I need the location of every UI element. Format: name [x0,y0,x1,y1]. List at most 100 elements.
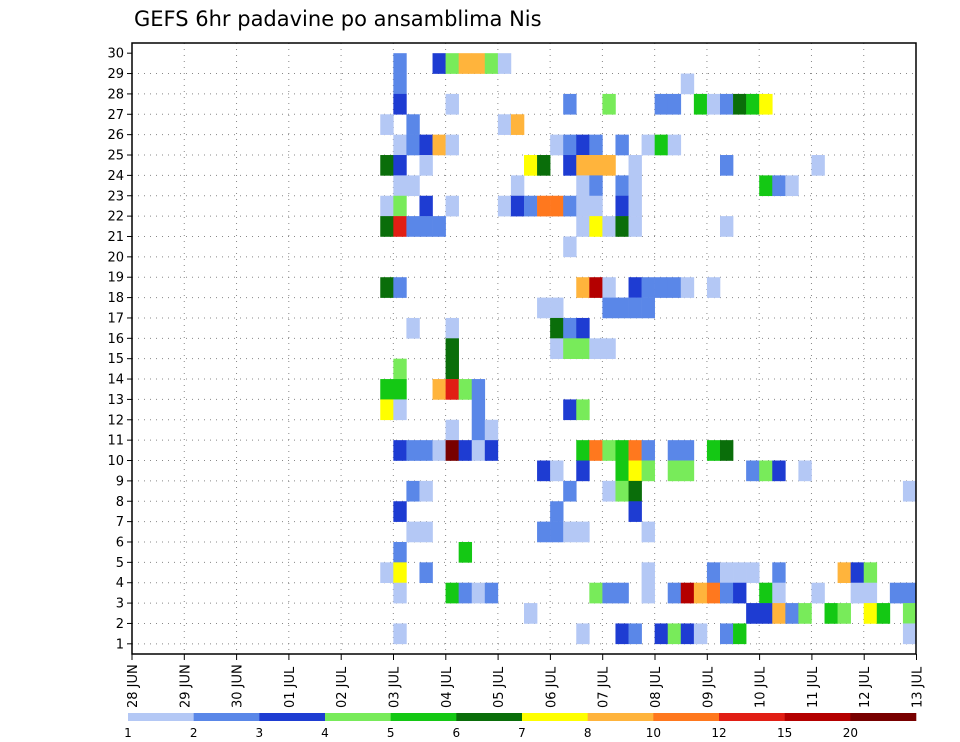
heatmap-cell [445,358,459,380]
heatmap-cell [667,134,682,156]
heatmap-cell [393,562,407,584]
heatmap-cell [406,114,420,135]
heatmap-cell [393,134,407,156]
heatmap-cell [497,195,512,217]
heatmap-cell [510,195,525,217]
heatmap-cell [706,440,721,461]
colorbar-segment [259,713,326,721]
heatmap-cell [445,338,459,359]
heatmap-cell [576,460,590,482]
heatmap-cell [837,603,851,624]
heatmap-cell [471,440,486,461]
heatmap-cell [563,317,577,339]
colorbar-segment [719,713,785,721]
heatmap-cell [524,195,538,217]
heatmap-cell [902,623,917,645]
heatmap-cell [746,93,760,115]
heatmap-cell [746,603,760,624]
colorbar-label: 3 [256,726,264,740]
heatmap-cell [458,53,473,74]
heatmap-cell [837,562,851,584]
heatmap-cell [550,521,564,543]
heatmap-cell [759,460,773,482]
heatmap-cell [393,175,407,197]
colorbar-segment [325,713,391,721]
y-tick-label: 27 [107,108,124,123]
heatmap-cell [693,623,708,645]
heatmap-cell [602,440,616,461]
heatmap-cell [628,216,642,237]
heatmap-cell [798,603,812,624]
heatmap-cell [550,195,564,217]
heatmap-cell [706,93,721,115]
heatmap-cell [393,541,407,563]
heatmap-cell [589,582,603,604]
heatmap-cell [524,155,538,176]
heatmap-cell [432,216,446,237]
heatmap-cell [393,399,407,421]
heatmap-cell [772,582,786,604]
heatmap-cell [576,277,590,298]
heatmap-cell [589,175,603,197]
y-tick-label: 5 [116,556,124,571]
x-tick-label: 04 JUL [440,666,455,708]
y-tick-label: 17 [107,311,124,326]
heatmap-cell [576,134,590,156]
heatmap-cell [641,277,655,298]
colorbar-label: 4 [321,726,329,740]
heatmap-cell [406,175,420,197]
heatmap-cell [798,460,812,482]
heatmap-cell [576,399,590,421]
heatmap-cell [641,582,655,604]
heatmap-cell [615,297,629,319]
x-tick-label: 12 JUL [858,666,873,708]
heatmap-cell [393,73,407,95]
heatmap-cell [720,93,734,115]
heatmap-cell [733,562,747,584]
heatmap-cell [445,134,459,156]
heatmap-cell [628,501,642,522]
heatmap-cell [720,440,734,461]
y-tick-label: 24 [107,169,124,184]
heatmap-cell [720,623,734,645]
heatmap-cell [537,521,551,543]
heatmap-cell [406,216,420,237]
heatmap-cell [445,419,459,441]
heatmap-cell [445,195,459,217]
y-tick-label: 8 [116,495,124,510]
heatmap-cells [380,53,917,645]
heatmap-cell [863,582,878,604]
colorbar: 1 2 3 4 5 6 7 8 10 12 15 20 [124,713,917,740]
heatmap-cell [654,134,669,156]
colorbar-label: 2 [190,726,198,740]
heatmap-cell [419,134,433,156]
heatmap-cell [746,460,760,482]
heatmap-cell [471,419,486,441]
heatmap-cell [484,582,499,604]
heatmap-cell [563,134,577,156]
heatmap-cell [824,603,838,624]
colorbar-segment [456,713,523,721]
heatmap-cell [628,623,642,645]
heatmap-cell [667,623,682,645]
heatmap-cell [680,277,695,298]
y-axis-ticks: 1234567891011121314151617181920212223242… [107,47,132,652]
heatmap-cell [641,562,655,584]
heatmap-cell [615,195,629,217]
heatmap-cell [863,562,878,584]
heatmap-cell [419,155,433,176]
heatmap-cell [380,562,394,584]
heatmap-cell [785,175,799,197]
y-tick-label: 21 [107,230,124,245]
heatmap-cell [759,603,773,624]
y-tick-label: 22 [107,210,124,225]
heatmap-cell [445,93,459,115]
heatmap-cell [432,379,446,400]
x-tick-label: 05 JUL [492,666,507,708]
heatmap-cell [628,175,642,197]
heatmap-cell [654,623,669,645]
heatmap-cell [393,358,407,380]
heatmap-cell [641,521,655,543]
heatmap-cell [524,603,538,624]
